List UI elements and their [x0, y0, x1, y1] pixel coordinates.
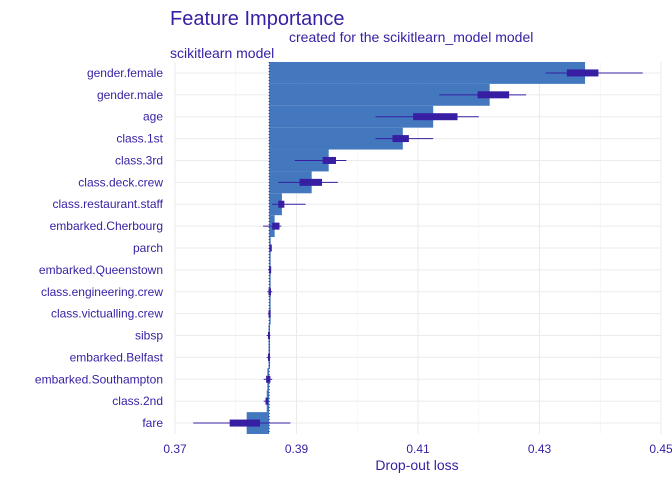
bar	[269, 105, 434, 128]
y-tick-label: embarked.Belfast	[70, 350, 164, 364]
box	[265, 397, 268, 405]
bar	[269, 62, 586, 84]
y-tick-label: sibsp	[135, 329, 163, 343]
box	[392, 135, 409, 143]
box	[299, 178, 323, 186]
box	[322, 156, 336, 164]
x-tick-label: 0.45	[649, 442, 672, 456]
bar	[269, 83, 490, 106]
box	[267, 332, 270, 340]
y-tick-label: embarked.Cherbourg	[50, 219, 163, 233]
x-tick-label: 0.37	[163, 442, 187, 456]
y-tick-label: class.2nd	[112, 394, 163, 408]
chart-title: Feature Importance	[170, 8, 345, 30]
y-tick-label: parch	[133, 241, 163, 255]
box	[268, 288, 271, 296]
x-tick-label: 0.41	[406, 442, 430, 456]
x-tick-label: 0.39	[285, 442, 309, 456]
y-tick-label: embarked.Queenstown	[39, 263, 163, 277]
box	[269, 244, 272, 252]
y-tick-label: embarked.Southampton	[35, 372, 163, 386]
bar	[269, 127, 403, 150]
box	[267, 353, 270, 361]
y-tick-label: class.deck.crew	[78, 175, 163, 189]
y-tick-label: age	[143, 110, 163, 124]
y-tick-labels: gender.female gender.male age class.1st clas…	[35, 66, 164, 430]
boxplots	[193, 69, 643, 427]
box	[269, 266, 272, 274]
box	[566, 69, 599, 77]
box	[278, 200, 285, 208]
chart-subtitle: created for the scikitlearn_model model	[289, 29, 533, 45]
box	[272, 222, 280, 230]
y-tick-label: class.engineering.crew	[41, 285, 163, 299]
box	[229, 419, 261, 427]
y-tick-label: class.1st	[116, 132, 163, 146]
x-tick-labels: 0.37 0.39 0.41 0.43 0.45	[163, 442, 672, 456]
x-tick-label: 0.43	[528, 442, 552, 456]
y-tick-label: fare	[142, 416, 163, 430]
box	[266, 375, 271, 383]
panel-label: scikitlearn model	[170, 45, 274, 61]
y-tick-label: gender.female	[87, 66, 163, 80]
box	[477, 91, 510, 99]
y-tick-label: class.3rd	[115, 153, 163, 167]
y-tick-label: class.victualling.crew	[51, 307, 163, 321]
box	[268, 310, 271, 318]
x-axis-label: Drop-out loss	[375, 457, 458, 473]
box	[413, 113, 458, 121]
y-tick-label: class.restaurant.staff	[53, 197, 164, 211]
y-tick-label: gender.male	[97, 88, 163, 102]
